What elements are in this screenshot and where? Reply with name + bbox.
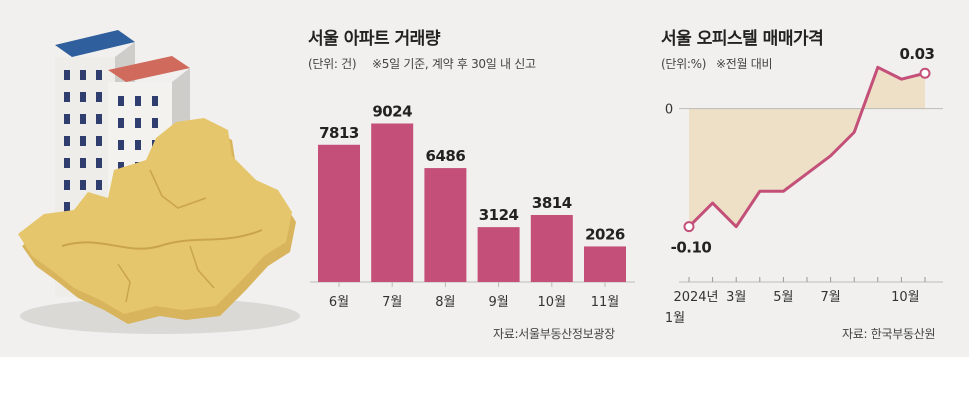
bar-4 bbox=[530, 215, 573, 282]
apt-basis-note: ※5일 기준, 계약 후 30일 내 신고 bbox=[372, 57, 536, 71]
window bbox=[96, 136, 102, 146]
apt-source: 자료:서울부동산정보광장 bbox=[493, 327, 615, 341]
zero-label: 0 bbox=[665, 103, 673, 118]
window bbox=[118, 140, 124, 150]
officetel-basis-note: ※전월 대비 bbox=[716, 57, 773, 71]
x-tick-label: 2024년 bbox=[673, 290, 718, 305]
window bbox=[118, 96, 124, 106]
graphic-panel: 서울 아파트 거래량 (단위: 건) ※5일 기준, 계약 후 30일 내 신고… bbox=[0, 0, 969, 357]
window bbox=[135, 96, 141, 106]
window bbox=[152, 96, 158, 106]
window bbox=[135, 118, 141, 128]
seoul-map-shape bbox=[18, 118, 296, 324]
x-tick-label: 10월 bbox=[891, 290, 920, 305]
bar-3 bbox=[477, 227, 520, 282]
endpoint-marker bbox=[919, 67, 931, 79]
window bbox=[96, 70, 102, 80]
officetel-chart-title: 서울 오피스텔 매매가격 bbox=[661, 29, 824, 49]
window bbox=[118, 118, 124, 128]
officetel-unit-note: (단위:%) bbox=[661, 57, 707, 71]
officetel-source: 자료: 한국부동산원 bbox=[842, 327, 936, 341]
bar-value-label: 7813 bbox=[319, 124, 359, 142]
bar-category-label: 7월 bbox=[382, 295, 402, 310]
series-line bbox=[687, 65, 926, 229]
apt-unit-note: (단위: 건) bbox=[308, 57, 357, 71]
bar-1 bbox=[371, 123, 414, 282]
area-fill bbox=[689, 67, 925, 227]
bar-2 bbox=[424, 168, 467, 282]
x-tick-label: 3월 bbox=[726, 290, 746, 305]
x-tick-label: 5월 bbox=[773, 290, 793, 305]
window bbox=[96, 158, 102, 168]
bar-category-label: 8월 bbox=[435, 295, 455, 310]
window bbox=[64, 180, 70, 190]
window bbox=[64, 92, 70, 102]
window bbox=[118, 162, 124, 172]
annotation-label: -0.10 bbox=[671, 239, 712, 257]
bar-value-label: 9024 bbox=[372, 102, 412, 120]
apt-bar-chart: 7813 6월 9024 7월 6486 8월 3124 9월 3814 10월 2026 11월 bbox=[310, 102, 635, 310]
x-tick-label: 1월 bbox=[665, 311, 685, 326]
window bbox=[96, 92, 102, 102]
window bbox=[64, 114, 70, 124]
window bbox=[64, 70, 70, 80]
endpoint-marker bbox=[683, 221, 695, 233]
bar-value-label: 2026 bbox=[585, 225, 625, 243]
window bbox=[64, 136, 70, 146]
window bbox=[80, 158, 86, 168]
bar-category-label: 6월 bbox=[329, 295, 349, 310]
window bbox=[64, 158, 70, 168]
bar-5 bbox=[584, 246, 626, 282]
bar-value-label: 3124 bbox=[479, 206, 519, 224]
window bbox=[135, 140, 141, 150]
annotation-label: 0.03 bbox=[899, 45, 934, 63]
window bbox=[80, 136, 86, 146]
officetel-line-chart: 0 -0.10 0.03 2024년 1월 3월 5월 7월 10월 bbox=[665, 45, 943, 326]
bar-category-label: 11월 bbox=[591, 295, 620, 310]
window bbox=[80, 70, 86, 80]
window bbox=[152, 118, 158, 128]
bar-0 bbox=[318, 144, 360, 282]
bar-category-label: 10월 bbox=[538, 295, 567, 310]
window bbox=[80, 114, 86, 124]
x-tick-label: 7월 bbox=[820, 290, 840, 305]
window bbox=[96, 180, 102, 190]
window bbox=[80, 180, 86, 190]
bar-value-label: 6486 bbox=[426, 147, 466, 165]
window bbox=[64, 202, 70, 212]
window bbox=[80, 92, 86, 102]
window bbox=[96, 114, 102, 124]
seoul-illustration bbox=[18, 30, 300, 334]
apt-chart-title: 서울 아파트 거래량 bbox=[308, 29, 440, 49]
bar-category-label: 9월 bbox=[488, 295, 508, 310]
bar-value-label: 3814 bbox=[532, 194, 572, 212]
